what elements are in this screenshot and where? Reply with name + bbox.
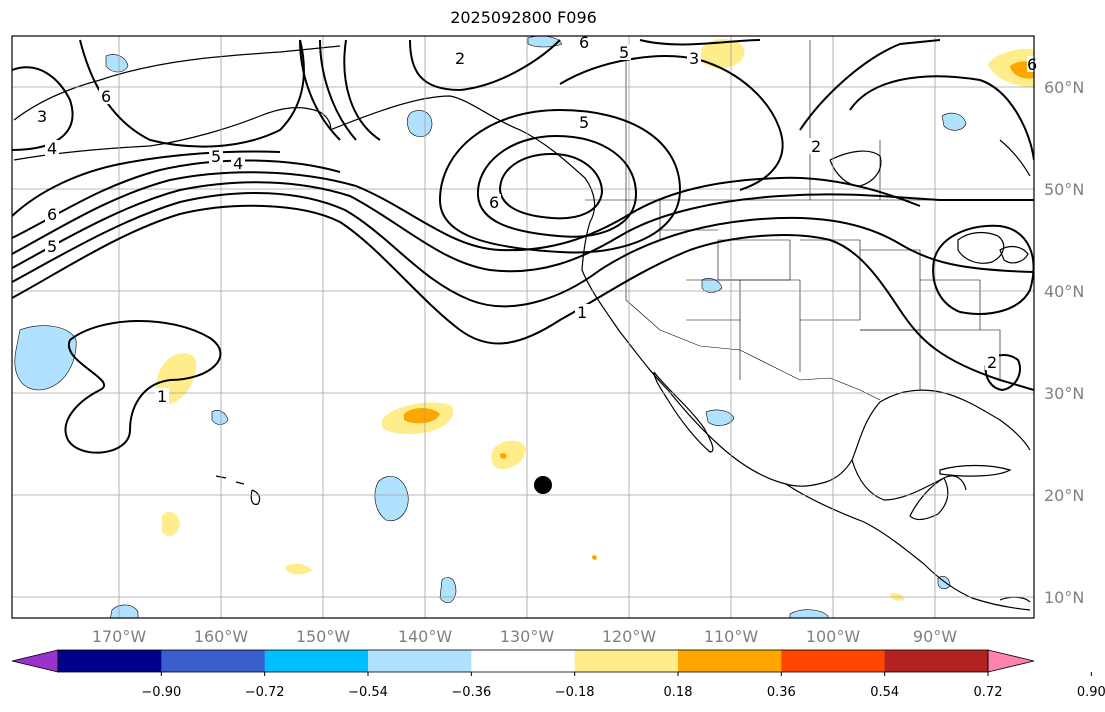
contour-label: 6 bbox=[489, 193, 499, 212]
colorbar-tick-label: −0.72 bbox=[245, 685, 285, 700]
longitude-axis: 170°W 160°W 150°W 140°W 130°W 120°W 110°… bbox=[92, 627, 957, 646]
colorbar-tick-label: 0.54 bbox=[870, 685, 899, 700]
lon-tick-label: 100°W bbox=[806, 627, 861, 646]
contour-label: 2 bbox=[455, 49, 465, 68]
colorbar-tick-label: 0.18 bbox=[664, 685, 693, 700]
colorbar-segment bbox=[781, 650, 886, 672]
graticule bbox=[12, 36, 1034, 618]
lon-tick-label: 140°W bbox=[398, 627, 453, 646]
contour-label: 2 bbox=[811, 137, 821, 156]
colorbar-tick-label: −0.54 bbox=[348, 685, 388, 700]
colorbar-segment bbox=[264, 650, 369, 672]
positive-anomaly-area bbox=[491, 440, 526, 470]
negative-anomaly-area bbox=[105, 54, 129, 73]
colorbar-tick-label: −0.90 bbox=[141, 685, 181, 700]
negative-anomaly-area bbox=[439, 577, 457, 604]
colorbar-frame bbox=[57, 649, 989, 673]
negative-anomaly-area bbox=[374, 476, 409, 522]
negative-anomaly-area bbox=[14, 325, 77, 391]
colorbar-segment bbox=[471, 650, 576, 672]
lat-tick-label: 30°N bbox=[1044, 384, 1084, 403]
positive-anomaly-area-strong bbox=[592, 555, 597, 560]
colorbar-extend-low bbox=[11, 649, 59, 673]
contour-label: 1 bbox=[157, 387, 167, 406]
colorbar-segment bbox=[678, 650, 782, 672]
lat-tick-label: 50°N bbox=[1044, 180, 1084, 199]
contour-label: 1 bbox=[577, 303, 587, 322]
lon-tick-label: 130°W bbox=[500, 627, 555, 646]
contour-label: 6 bbox=[579, 33, 589, 52]
lon-tick-label: 150°W bbox=[296, 627, 351, 646]
colorbar-segment bbox=[368, 650, 472, 672]
contour-lines bbox=[12, 39, 1034, 454]
negative-anomaly-area bbox=[701, 278, 723, 293]
map-title: 2025092800 F096 bbox=[450, 8, 597, 27]
contour-label: 5 bbox=[211, 147, 221, 166]
map-frame bbox=[11, 35, 1035, 619]
colorbar-tick-label: −0.18 bbox=[555, 685, 595, 700]
contour-label: 5 bbox=[579, 113, 589, 132]
negative-anomaly-area bbox=[705, 409, 735, 426]
contour-label: 4 bbox=[47, 139, 57, 158]
positive-anomaly-area bbox=[162, 511, 180, 537]
contour-label: 4 bbox=[233, 154, 243, 173]
negative-anomaly-area bbox=[406, 110, 433, 138]
lon-tick-label: 110°W bbox=[704, 627, 759, 646]
positive-anomaly-area bbox=[286, 563, 312, 575]
coastlines bbox=[13, 45, 1031, 611]
lat-tick-label: 60°N bbox=[1044, 78, 1084, 97]
positive-anomaly-area bbox=[700, 39, 745, 69]
colorbar-segment bbox=[884, 650, 989, 672]
negative-anomaly-area bbox=[110, 604, 139, 618]
colorbar-ticks: −0.90 −0.72 −0.54 −0.36 −0.18 0.18 0.36 0.54 0.7… bbox=[141, 672, 1105, 700]
negative-anomaly-area bbox=[789, 609, 829, 618]
colorbar-tick-label: 0.90 bbox=[1077, 685, 1105, 700]
storm-center-dot bbox=[534, 476, 552, 494]
colorbar: −0.90 −0.72 −0.54 −0.36 −0.18 0.18 0.36 0.54 0.7… bbox=[11, 649, 1105, 700]
colorbar-tick-label: −0.36 bbox=[451, 685, 491, 700]
contour-label: 3 bbox=[37, 107, 47, 126]
lon-tick-label: 170°W bbox=[92, 627, 147, 646]
contour-label: 6 bbox=[47, 205, 57, 224]
map-body bbox=[12, 36, 1034, 618]
latitude-axis: 60°N 50°N 40°N 30°N 20°N 10°N bbox=[1044, 78, 1084, 607]
positive-anomaly-area-strong bbox=[404, 408, 440, 424]
colorbar-tick-label: 0.36 bbox=[767, 685, 796, 700]
contour-label: 2 bbox=[987, 353, 997, 372]
colorbar-extend-high bbox=[987, 649, 1035, 673]
contour-label: 5 bbox=[47, 237, 57, 256]
lon-tick-label: 90°W bbox=[913, 627, 957, 646]
negative-anomaly-area bbox=[211, 410, 229, 425]
lon-tick-label: 160°W bbox=[194, 627, 249, 646]
colorbar-segment bbox=[161, 650, 266, 672]
colorbar-tick-label: 0.72 bbox=[974, 685, 1003, 700]
contour-label: 3 bbox=[689, 49, 699, 68]
lat-tick-label: 40°N bbox=[1044, 282, 1084, 301]
contour-label: 5 bbox=[619, 43, 629, 62]
colorbar-segment bbox=[58, 650, 162, 672]
contour-label-group: 6 5 3 2 5 6 2 5 4 4 3 6 6 5 1 1 2 6 bbox=[35, 33, 1037, 406]
lat-tick-label: 20°N bbox=[1044, 486, 1084, 505]
positive-anomaly-area-strong bbox=[500, 453, 507, 459]
negative-anomaly-area bbox=[527, 36, 563, 48]
contour-label: 6 bbox=[101, 87, 111, 106]
lat-tick-label: 10°N bbox=[1044, 588, 1084, 607]
colorbar-segments bbox=[58, 650, 989, 672]
lon-tick-label: 120°W bbox=[602, 627, 657, 646]
colorbar-segment bbox=[574, 650, 679, 672]
contour-label: 6 bbox=[1027, 55, 1037, 74]
negative-anomaly-area bbox=[941, 112, 967, 131]
